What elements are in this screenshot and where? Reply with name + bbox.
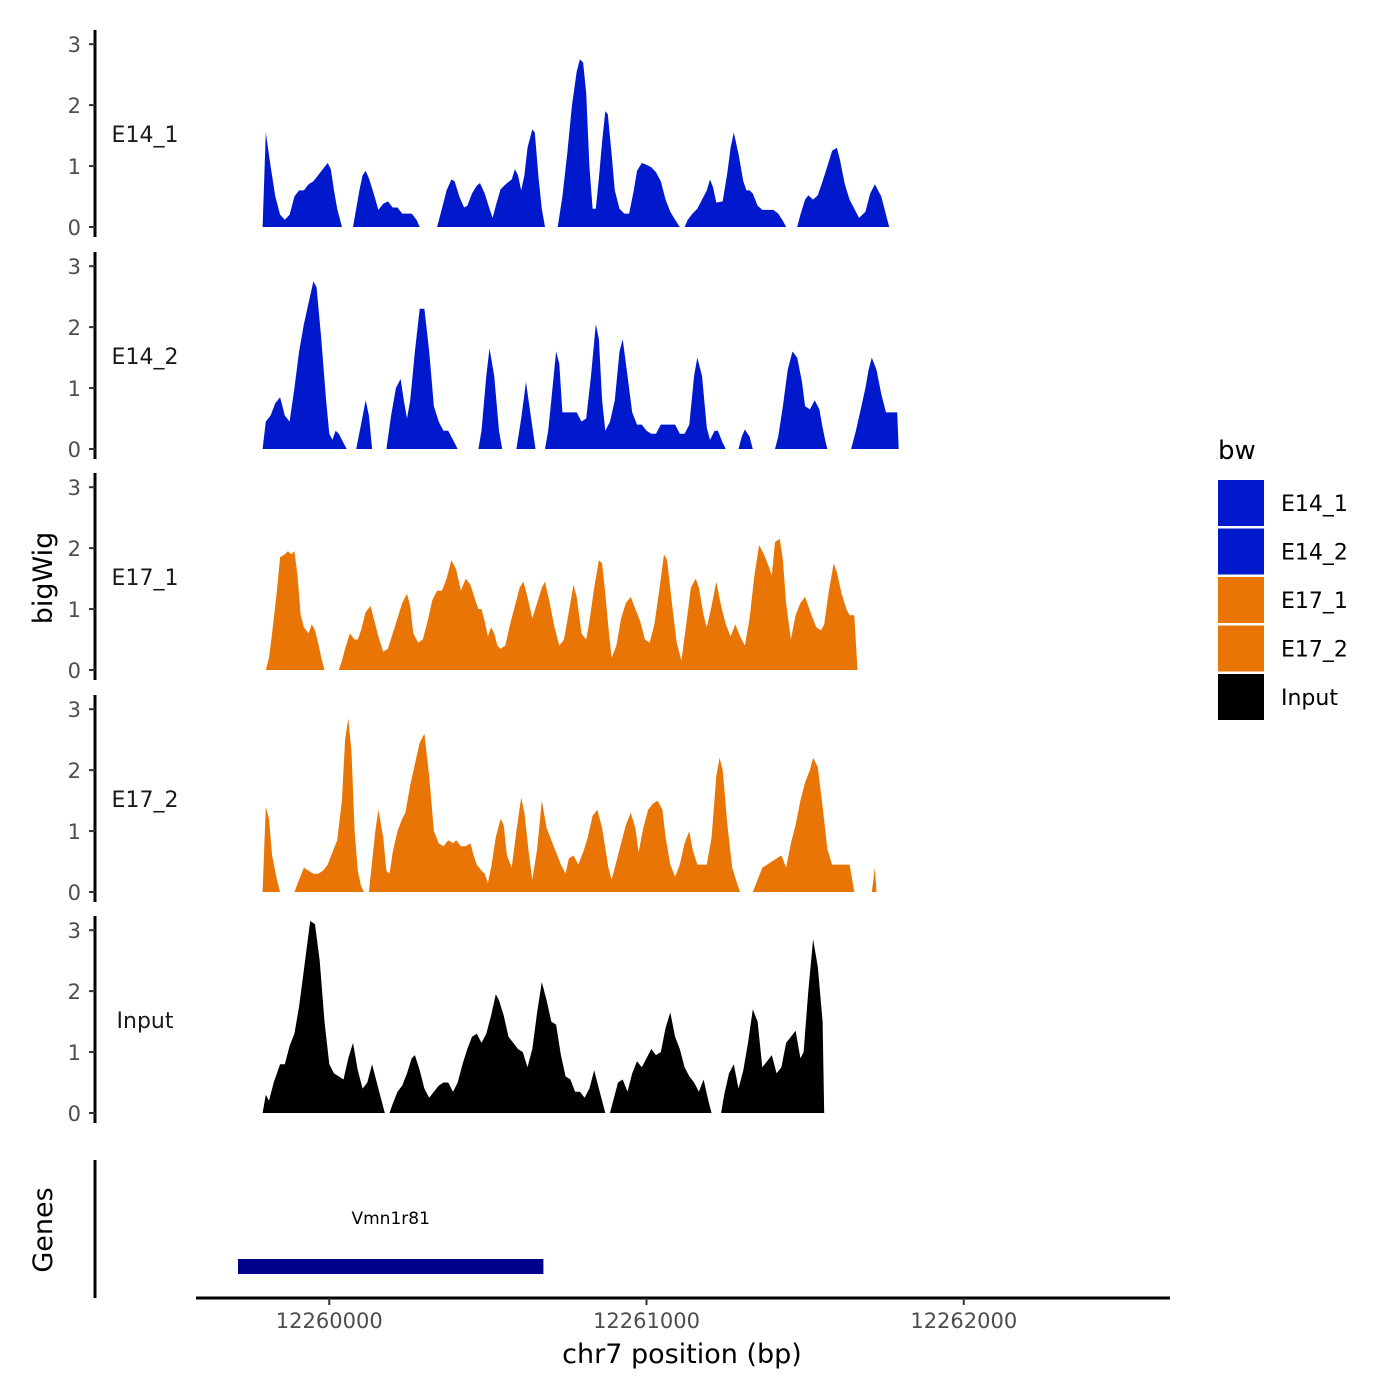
signal-area-e17-1	[265, 539, 858, 670]
track-label: E14_2	[112, 345, 179, 370]
legend-label: E17_1	[1281, 589, 1348, 614]
y-tick-label: 0	[68, 659, 81, 683]
legend-swatch-input	[1218, 674, 1264, 720]
signal-area-e14-1	[262, 59, 890, 228]
y-axis-title: bigWig	[28, 532, 59, 625]
signal-tracks: 0 1 2 3 E14_1 0 1 2 3 E14_2 0 1 2 3 E17_1 0 1 2 3 E17_2 0 1 2 3…	[68, 30, 899, 1126]
track-input: 0 1 2 3 Input	[68, 916, 825, 1126]
gene-label: Vmn1r81	[351, 1209, 429, 1229]
y-tick-label: 0	[68, 1102, 81, 1126]
y-tick-label: 3	[68, 698, 81, 722]
y-tick-label: 0	[68, 438, 81, 462]
y-tick-label: 1	[68, 155, 81, 179]
legend-swatch-e14-2	[1218, 528, 1264, 575]
legend-swatch-e17-2	[1218, 625, 1264, 672]
x-tick-label: 12260000	[276, 1309, 383, 1333]
y-tick-label: 1	[68, 1041, 81, 1065]
genes-track-title: Genes	[28, 1187, 59, 1272]
x-axis: 12260000 12261000 12262000	[196, 1296, 1170, 1333]
track-e14-1: 0 1 2 3 E14_1	[68, 30, 890, 240]
x-tick-label: 12262000	[910, 1309, 1017, 1333]
y-tick-label: 2	[68, 94, 81, 118]
y-tick-label: 1	[68, 598, 81, 622]
gene-body-vmn1r81	[238, 1259, 544, 1274]
legend-label: E14_1	[1281, 492, 1348, 517]
legend: bw E14_1 E14_2 E17_1 E17_2 Input	[1218, 436, 1348, 720]
y-tick-label: 1	[68, 377, 81, 401]
y-tick-label: 2	[68, 537, 81, 561]
track-e14-2: 0 1 2 3 E14_2	[68, 252, 899, 462]
track-e17-2: 0 1 2 3 E17_2	[68, 695, 877, 905]
y-tick-label: 3	[68, 919, 81, 943]
genes-track: Genes Vmn1r81	[28, 1160, 544, 1298]
legend-label: Input	[1281, 686, 1338, 711]
track-label: E17_2	[112, 788, 179, 813]
legend-label: E17_2	[1281, 638, 1348, 663]
legend-label: E14_2	[1281, 541, 1348, 566]
track-e17-1: 0 1 2 3 E17_1	[68, 473, 858, 683]
legend-swatch-e17-1	[1218, 577, 1264, 623]
y-tick-label: 0	[68, 881, 81, 905]
track-label: E14_1	[112, 123, 179, 148]
x-axis-title: chr7 position (bp)	[562, 1339, 802, 1370]
y-tick-label: 3	[68, 33, 81, 57]
y-tick-label: 0	[68, 216, 81, 240]
x-tick-label: 12261000	[593, 1309, 700, 1333]
y-tick-label: 2	[68, 759, 81, 783]
y-tick-label: 3	[68, 255, 81, 279]
track-label: E17_1	[112, 566, 179, 591]
y-tick-label: 2	[68, 316, 81, 340]
signal-area-e14-2	[262, 281, 899, 449]
y-tick-label: 1	[68, 820, 81, 844]
legend-title: bw	[1218, 436, 1256, 466]
legend-swatch-e14-1	[1218, 480, 1264, 526]
y-tick-label: 3	[68, 476, 81, 500]
y-tick-label: 2	[68, 980, 81, 1004]
signal-area-input	[262, 921, 825, 1113]
signal-area-e17-2	[262, 718, 877, 892]
track-label: Input	[117, 1009, 174, 1034]
